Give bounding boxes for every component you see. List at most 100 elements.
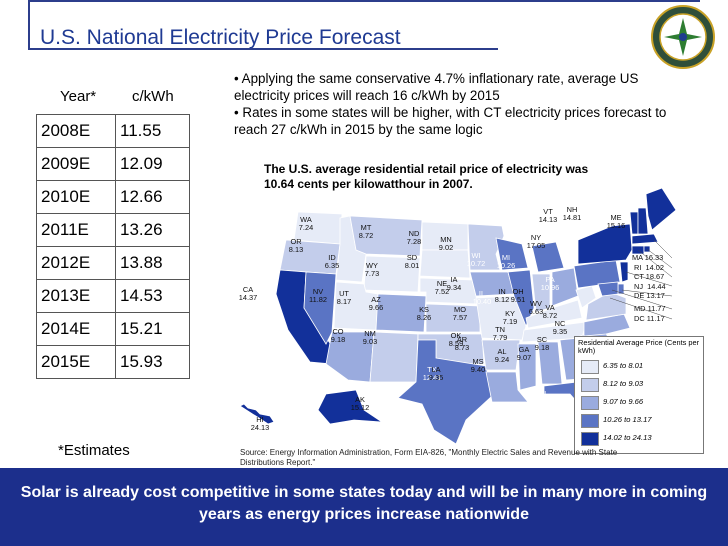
state-label-wy: WY 7.73 bbox=[364, 261, 380, 278]
legend-item: 6.35 to 8.01 bbox=[581, 359, 699, 374]
state-label-or: OR 8.13 bbox=[288, 237, 304, 254]
state-label-ia: IA 9.34 bbox=[446, 275, 462, 292]
map-caption: The U.S. average residential retail pric… bbox=[264, 162, 589, 191]
legend-label: 14.02 to 24.13 bbox=[603, 433, 652, 442]
state-label-ma: MA 16.33 bbox=[632, 253, 664, 262]
title-underline bbox=[28, 48, 498, 50]
state-shape-sd bbox=[419, 249, 471, 279]
price-cell: 15.21 bbox=[115, 312, 190, 346]
state-label-co: AZ 9.66 bbox=[368, 295, 384, 312]
state-shape-tx bbox=[397, 339, 493, 445]
state-label-ok: OK 8.59 bbox=[448, 331, 464, 348]
state-label-mt: MT 8.72 bbox=[358, 223, 374, 240]
legend-swatch bbox=[581, 432, 599, 446]
state-label-sd: SD 8.01 bbox=[404, 253, 420, 270]
state-label-vt: VT 14.13 bbox=[538, 207, 558, 224]
state-shape-ky bbox=[525, 299, 583, 329]
state-label-va: VA 8.72 bbox=[542, 303, 558, 320]
state-label-ny: NY 17.05 bbox=[526, 233, 546, 250]
state-label-ar: AR 8.73 bbox=[454, 335, 470, 352]
price-cell: 15.93 bbox=[115, 345, 190, 379]
legend-swatch bbox=[581, 378, 599, 392]
state-shape-ks bbox=[425, 303, 481, 333]
state-label-id: ID 6.35 bbox=[324, 253, 340, 270]
table-row: 2013E 14.53 bbox=[36, 279, 190, 313]
year-cell: 2015E bbox=[36, 345, 116, 379]
top-rule bbox=[28, 0, 700, 2]
legend-label: 10.26 to 13.17 bbox=[603, 415, 652, 424]
year-cell: 2009E bbox=[36, 147, 116, 181]
state-label-tn: TN 7.79 bbox=[492, 325, 508, 342]
legend-item: 10.26 to 13.17 bbox=[581, 413, 699, 428]
state-label-ga: GA 9.07 bbox=[516, 345, 532, 362]
state-label-mn: MN 9.02 bbox=[438, 235, 454, 252]
state-label-hi: HI 24.13 bbox=[250, 415, 270, 432]
map-source-note: Source: Energy Information Administratio… bbox=[240, 448, 618, 467]
state-label-nv: NV 11.82 bbox=[309, 287, 327, 304]
state-label-nj: NJ 14.44 bbox=[634, 282, 666, 291]
price-cell: 12.09 bbox=[115, 147, 190, 181]
table-row: 2010E 12.66 bbox=[36, 180, 190, 214]
state-shape-ak bbox=[317, 389, 384, 425]
state-shape-md bbox=[597, 281, 619, 297]
price-column-header: c/kWh bbox=[132, 88, 174, 105]
state-label-de: DE 13.17 bbox=[634, 291, 665, 300]
left-rule bbox=[28, 0, 30, 48]
state-label-nc: NC 9.35 bbox=[552, 319, 568, 336]
state-label-ak: AK 15.12 bbox=[350, 395, 370, 412]
state-shape-mi bbox=[531, 241, 565, 273]
state-label-il: IL 10.40 bbox=[472, 289, 492, 306]
table-row: 2015E 15.93 bbox=[36, 345, 190, 379]
bullet-list: • Applying the same conservative 4.7% in… bbox=[234, 70, 674, 138]
state-label-tx: TX 12.41 bbox=[422, 365, 442, 382]
state-label-ca: CA 14.37 bbox=[238, 285, 258, 302]
state-shape-co bbox=[375, 293, 427, 333]
state-label-ri: RI 14.02 bbox=[634, 263, 665, 272]
state-shape-wy bbox=[363, 255, 421, 293]
banner-text: Solar is already cost competitive in som… bbox=[20, 484, 708, 523]
state-label-nh: NH 14.81 bbox=[562, 205, 582, 222]
page-title: U.S. National Electricity Price Forecast bbox=[40, 26, 401, 49]
state-shape-ny bbox=[577, 223, 633, 265]
state-label-ne: NE 7.52 bbox=[434, 279, 450, 296]
state-shape-vt bbox=[629, 211, 639, 235]
state-shape-nj bbox=[619, 261, 629, 283]
legend-swatch bbox=[581, 396, 599, 410]
state-label-ct: CT 18.67 bbox=[634, 272, 665, 281]
state-label-wv: WV 6.63 bbox=[528, 299, 544, 316]
state-label-ut: UT 8.17 bbox=[336, 289, 352, 306]
state-label-pa: PA 10.96 bbox=[540, 275, 560, 292]
state-label-al: AL 9.24 bbox=[494, 347, 510, 364]
state-label-mi: MI 10.26 bbox=[496, 253, 516, 270]
legend-swatch bbox=[581, 414, 599, 428]
year-cell: 2012E bbox=[36, 246, 116, 280]
doe-seal-logo bbox=[651, 5, 715, 69]
year-cell: 2010E bbox=[36, 180, 116, 214]
state-shape-in bbox=[531, 273, 551, 313]
state-label-in: IN 8.12 bbox=[494, 287, 510, 304]
state-label-wa: WA 7.24 bbox=[298, 215, 314, 232]
state-shape-ma bbox=[631, 233, 659, 245]
legend-label: 8.12 to 9.03 bbox=[603, 379, 644, 388]
legend-label: 6.35 to 8.01 bbox=[603, 361, 644, 370]
bullet-item: • Applying the same conservative 4.7% in… bbox=[234, 71, 639, 103]
state-label-me: ME 15.16 bbox=[606, 213, 626, 230]
state-label-fl: FL 11.20 bbox=[535, 389, 553, 406]
state-shape-me bbox=[645, 187, 677, 231]
price-cell: 13.26 bbox=[115, 213, 190, 247]
state-shape-hi bbox=[239, 403, 275, 425]
state-label-dc: DC 11.17 bbox=[634, 314, 665, 323]
price-cell: 14.53 bbox=[115, 279, 190, 313]
legend-swatch bbox=[581, 360, 599, 374]
table-row: 2012E 13.88 bbox=[36, 246, 190, 280]
year-cell: 2013E bbox=[36, 279, 116, 313]
map-legend: Residential Average Price (Cents per kWh… bbox=[574, 336, 704, 454]
state-label-md: MD 11.77 bbox=[634, 304, 666, 313]
table-row: 2009E 12.09 bbox=[36, 147, 190, 181]
year-column-header: Year* bbox=[60, 88, 97, 105]
state-label-ks: KS 8.26 bbox=[416, 305, 432, 322]
table-row: 2008E 11.55 bbox=[36, 114, 190, 148]
state-label-la: LA 9.35 bbox=[428, 365, 444, 382]
table-row: 2011E 13.26 bbox=[36, 213, 190, 247]
state-shape-nv bbox=[303, 271, 337, 345]
